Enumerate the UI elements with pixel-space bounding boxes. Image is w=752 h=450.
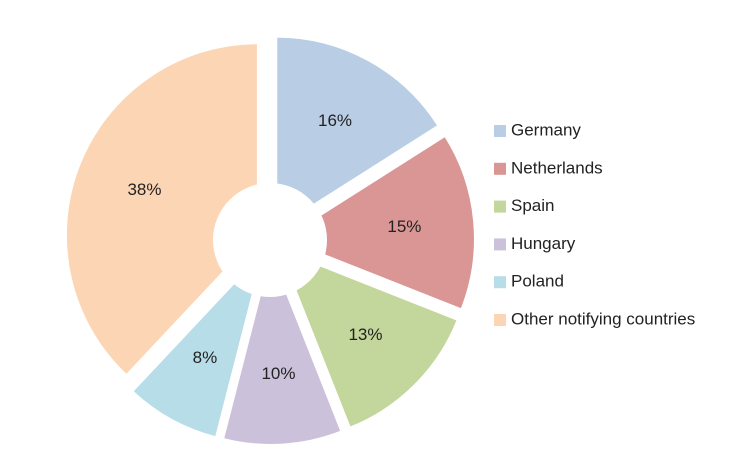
value-label: 15% xyxy=(387,217,421,236)
legend-label: Netherlands xyxy=(511,158,603,177)
donut-hole xyxy=(213,183,327,297)
value-label: 38% xyxy=(127,180,161,199)
legend-label: Spain xyxy=(511,196,554,215)
legend-swatch xyxy=(494,200,506,213)
pie-slice xyxy=(277,247,460,430)
legend-label: Poland xyxy=(511,272,564,291)
value-label: 8% xyxy=(193,348,218,367)
legend-swatch xyxy=(494,125,506,137)
pie-slice xyxy=(280,134,476,311)
value-label: 10% xyxy=(261,364,295,383)
pie-slice xyxy=(64,42,259,377)
legend-swatch xyxy=(494,276,506,289)
pie-slice xyxy=(275,35,440,231)
value-label: 13% xyxy=(348,325,382,344)
pie-slice xyxy=(221,249,343,446)
pie-slice xyxy=(130,250,265,439)
legend-swatch xyxy=(494,314,506,326)
legend-label: Other notifying countries xyxy=(511,309,695,328)
value-label: 16% xyxy=(318,111,352,130)
legend-label: Hungary xyxy=(511,234,576,253)
legend-swatch xyxy=(494,238,506,251)
legend-label: Germany xyxy=(511,120,581,139)
legend-swatch xyxy=(494,162,506,175)
